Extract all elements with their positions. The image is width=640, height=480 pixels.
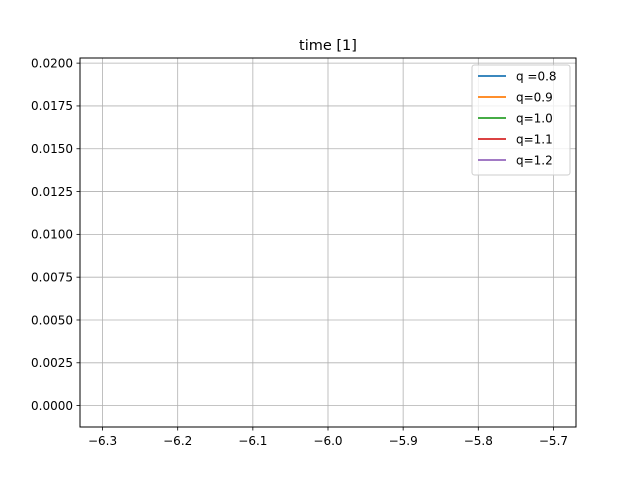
x-tick-label: −6.2 — [163, 434, 192, 448]
x-tick-label: −5.8 — [464, 434, 493, 448]
y-tick-label: 0.0150 — [31, 142, 73, 156]
x-tick-label: −6.0 — [313, 434, 342, 448]
legend-label: q=1.1 — [516, 132, 553, 146]
x-tick-label: −5.7 — [539, 434, 568, 448]
y-tick-label: 0.0175 — [31, 99, 73, 113]
legend: q =0.8 q=0.9 q=1.0 q=1.1 q=1.2 — [471, 64, 571, 176]
y-tick-label: 0.0025 — [31, 356, 73, 370]
y-tick-label: 0.0100 — [31, 228, 73, 242]
legend-label: q=0.9 — [516, 90, 553, 104]
x-tick-label: −6.1 — [238, 434, 267, 448]
legend-label: q =0.8 — [516, 69, 557, 83]
y-tick-label: 0.0050 — [31, 313, 73, 327]
y-tick-label: 0.0075 — [31, 270, 73, 284]
chart-title: time [1] — [299, 38, 357, 54]
y-tick-label: 0.0000 — [31, 399, 73, 413]
y-tick-label: 0.0200 — [31, 56, 73, 70]
y-axis-ticks: 0.0000 0.0025 0.0050 0.0075 0.0100 0.0125 0.01… — [31, 56, 80, 413]
x-tick-label: −6.3 — [88, 434, 117, 448]
y-tick-label: 0.0125 — [31, 185, 73, 199]
x-tick-label: −5.9 — [389, 434, 418, 448]
legend-frame — [471, 64, 571, 176]
x-axis-ticks: −6.3 −6.2 −6.1 −6.0 −5.9 −5.8 −5.7 — [88, 427, 568, 448]
legend-label: q=1.0 — [516, 111, 553, 125]
legend-label: q=1.2 — [516, 153, 553, 167]
